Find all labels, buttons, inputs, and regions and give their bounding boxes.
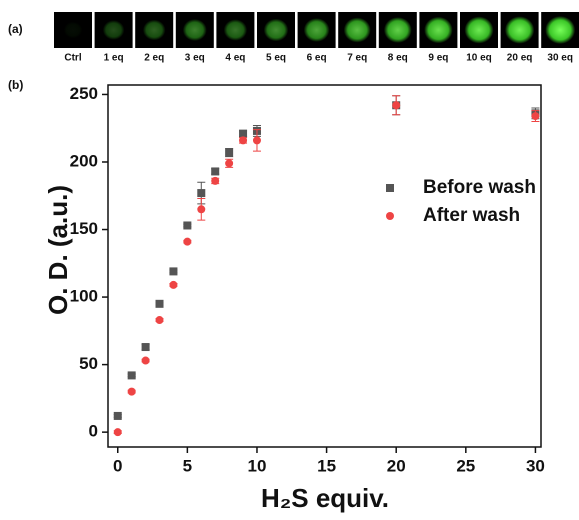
spot bbox=[303, 18, 330, 42]
spot bbox=[343, 17, 371, 43]
point bbox=[113, 411, 122, 420]
panel-label: (a) bbox=[8, 22, 23, 36]
point bbox=[211, 176, 220, 185]
spot bbox=[263, 18, 289, 42]
point bbox=[183, 237, 192, 246]
x-tick-label: 10 bbox=[248, 456, 267, 475]
panel-label: (b) bbox=[8, 78, 23, 92]
point bbox=[155, 316, 164, 325]
y-tick-label: 200 bbox=[70, 151, 98, 170]
point bbox=[141, 343, 150, 352]
point bbox=[169, 280, 178, 289]
image-label: 6 eq bbox=[307, 53, 327, 64]
point bbox=[211, 167, 220, 176]
spot bbox=[223, 19, 248, 41]
image-label: Ctrl bbox=[64, 53, 81, 64]
point bbox=[225, 159, 234, 168]
x-tick-label: 0 bbox=[113, 456, 122, 475]
spot bbox=[142, 19, 166, 41]
image-label: 4 eq bbox=[225, 53, 245, 64]
legend-label: After wash bbox=[423, 205, 520, 226]
point bbox=[127, 387, 136, 396]
y-axis-label: O. D. (a.u.) bbox=[43, 185, 73, 315]
x-tick-label: 5 bbox=[183, 456, 192, 475]
image-label: 9 eq bbox=[428, 53, 448, 64]
y-tick-label: 250 bbox=[70, 84, 98, 103]
y-tick-label: 100 bbox=[70, 287, 98, 306]
y-tick-label: 0 bbox=[89, 422, 98, 441]
legend-marker bbox=[386, 212, 394, 220]
spot bbox=[102, 20, 125, 40]
spot bbox=[545, 16, 576, 44]
x-tick-label: 15 bbox=[317, 456, 336, 475]
point bbox=[113, 428, 122, 437]
image-label: 8 eq bbox=[388, 53, 408, 64]
point bbox=[531, 112, 540, 121]
x-tick-label: 25 bbox=[456, 456, 475, 475]
point bbox=[239, 129, 248, 138]
legend-label: Before wash bbox=[423, 177, 536, 198]
spot bbox=[464, 16, 494, 44]
point bbox=[169, 267, 178, 276]
image-label: 20 eq bbox=[507, 53, 533, 64]
image-label: 5 eq bbox=[266, 53, 286, 64]
spot bbox=[63, 21, 83, 39]
spot bbox=[424, 16, 453, 44]
point bbox=[127, 371, 136, 380]
point bbox=[155, 299, 164, 308]
point bbox=[252, 136, 261, 145]
y-tick-label: 150 bbox=[70, 219, 98, 238]
point bbox=[141, 356, 150, 365]
image-label: 2 eq bbox=[144, 53, 164, 64]
x-axis-label: H₂S equiv. bbox=[261, 483, 389, 513]
image-label: 10 eq bbox=[466, 53, 492, 64]
spot bbox=[182, 19, 207, 41]
spot bbox=[504, 16, 535, 44]
image-label: 3 eq bbox=[185, 53, 205, 64]
point bbox=[225, 148, 234, 157]
spot bbox=[383, 17, 412, 43]
y-tick-label: 50 bbox=[79, 354, 98, 373]
point bbox=[183, 221, 192, 230]
x-tick-label: 20 bbox=[387, 456, 406, 475]
point bbox=[239, 136, 248, 145]
image-label: 30 eq bbox=[547, 53, 573, 64]
legend-marker bbox=[386, 184, 394, 192]
point bbox=[197, 205, 206, 214]
point bbox=[197, 189, 206, 198]
plot-frame bbox=[107, 84, 542, 448]
image-label: 1 eq bbox=[104, 53, 124, 64]
x-tick-label: 30 bbox=[526, 456, 545, 475]
point bbox=[392, 101, 401, 110]
image-label: 7 eq bbox=[347, 53, 367, 64]
